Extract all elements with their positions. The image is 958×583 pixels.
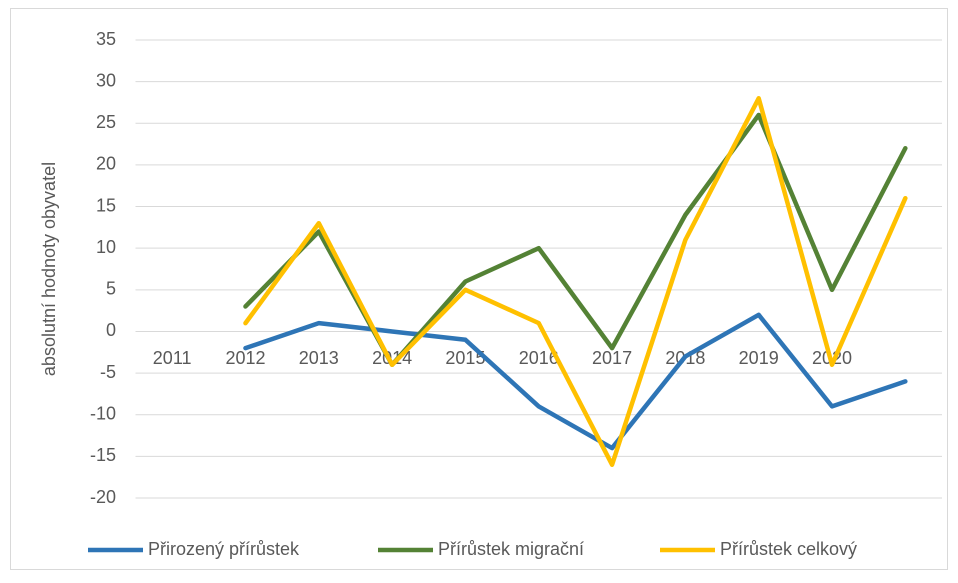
x-tick-label: 2016 [519,348,559,368]
x-tick-label: 2015 [445,348,485,368]
y-tick-label: 5 [106,279,116,299]
legend-label: Přirozený přírůstek [148,539,300,559]
y-tick-label: 30 [96,70,116,90]
y-tick-label: 25 [96,112,116,132]
y-tick-label: 0 [106,320,116,340]
x-tick-label: 2017 [592,348,632,368]
y-tick-label: 15 [96,195,116,215]
legend-label: Přírůstek celkový [720,539,857,559]
x-tick-label: 2012 [225,348,265,368]
y-axis-label: absolutní hodnoty obyvatel [39,162,59,376]
x-tick-label: 2019 [739,348,779,368]
line-series [243,96,908,467]
chart-frame [10,8,948,570]
y-tick-label: -5 [100,362,116,382]
y-tick-label: -10 [90,403,116,423]
y-tick-label: 35 [96,29,116,49]
y-tick-label: -20 [90,487,116,507]
legend-label: Přírůstek migrační [438,539,584,559]
y-tick-label: 10 [96,237,116,257]
line-series [243,312,908,451]
x-tick-label: 2013 [299,348,339,368]
x-tick-label: 2011 [153,348,192,368]
y-tick-label: -15 [90,445,116,465]
y-tick-label: 20 [96,154,116,174]
